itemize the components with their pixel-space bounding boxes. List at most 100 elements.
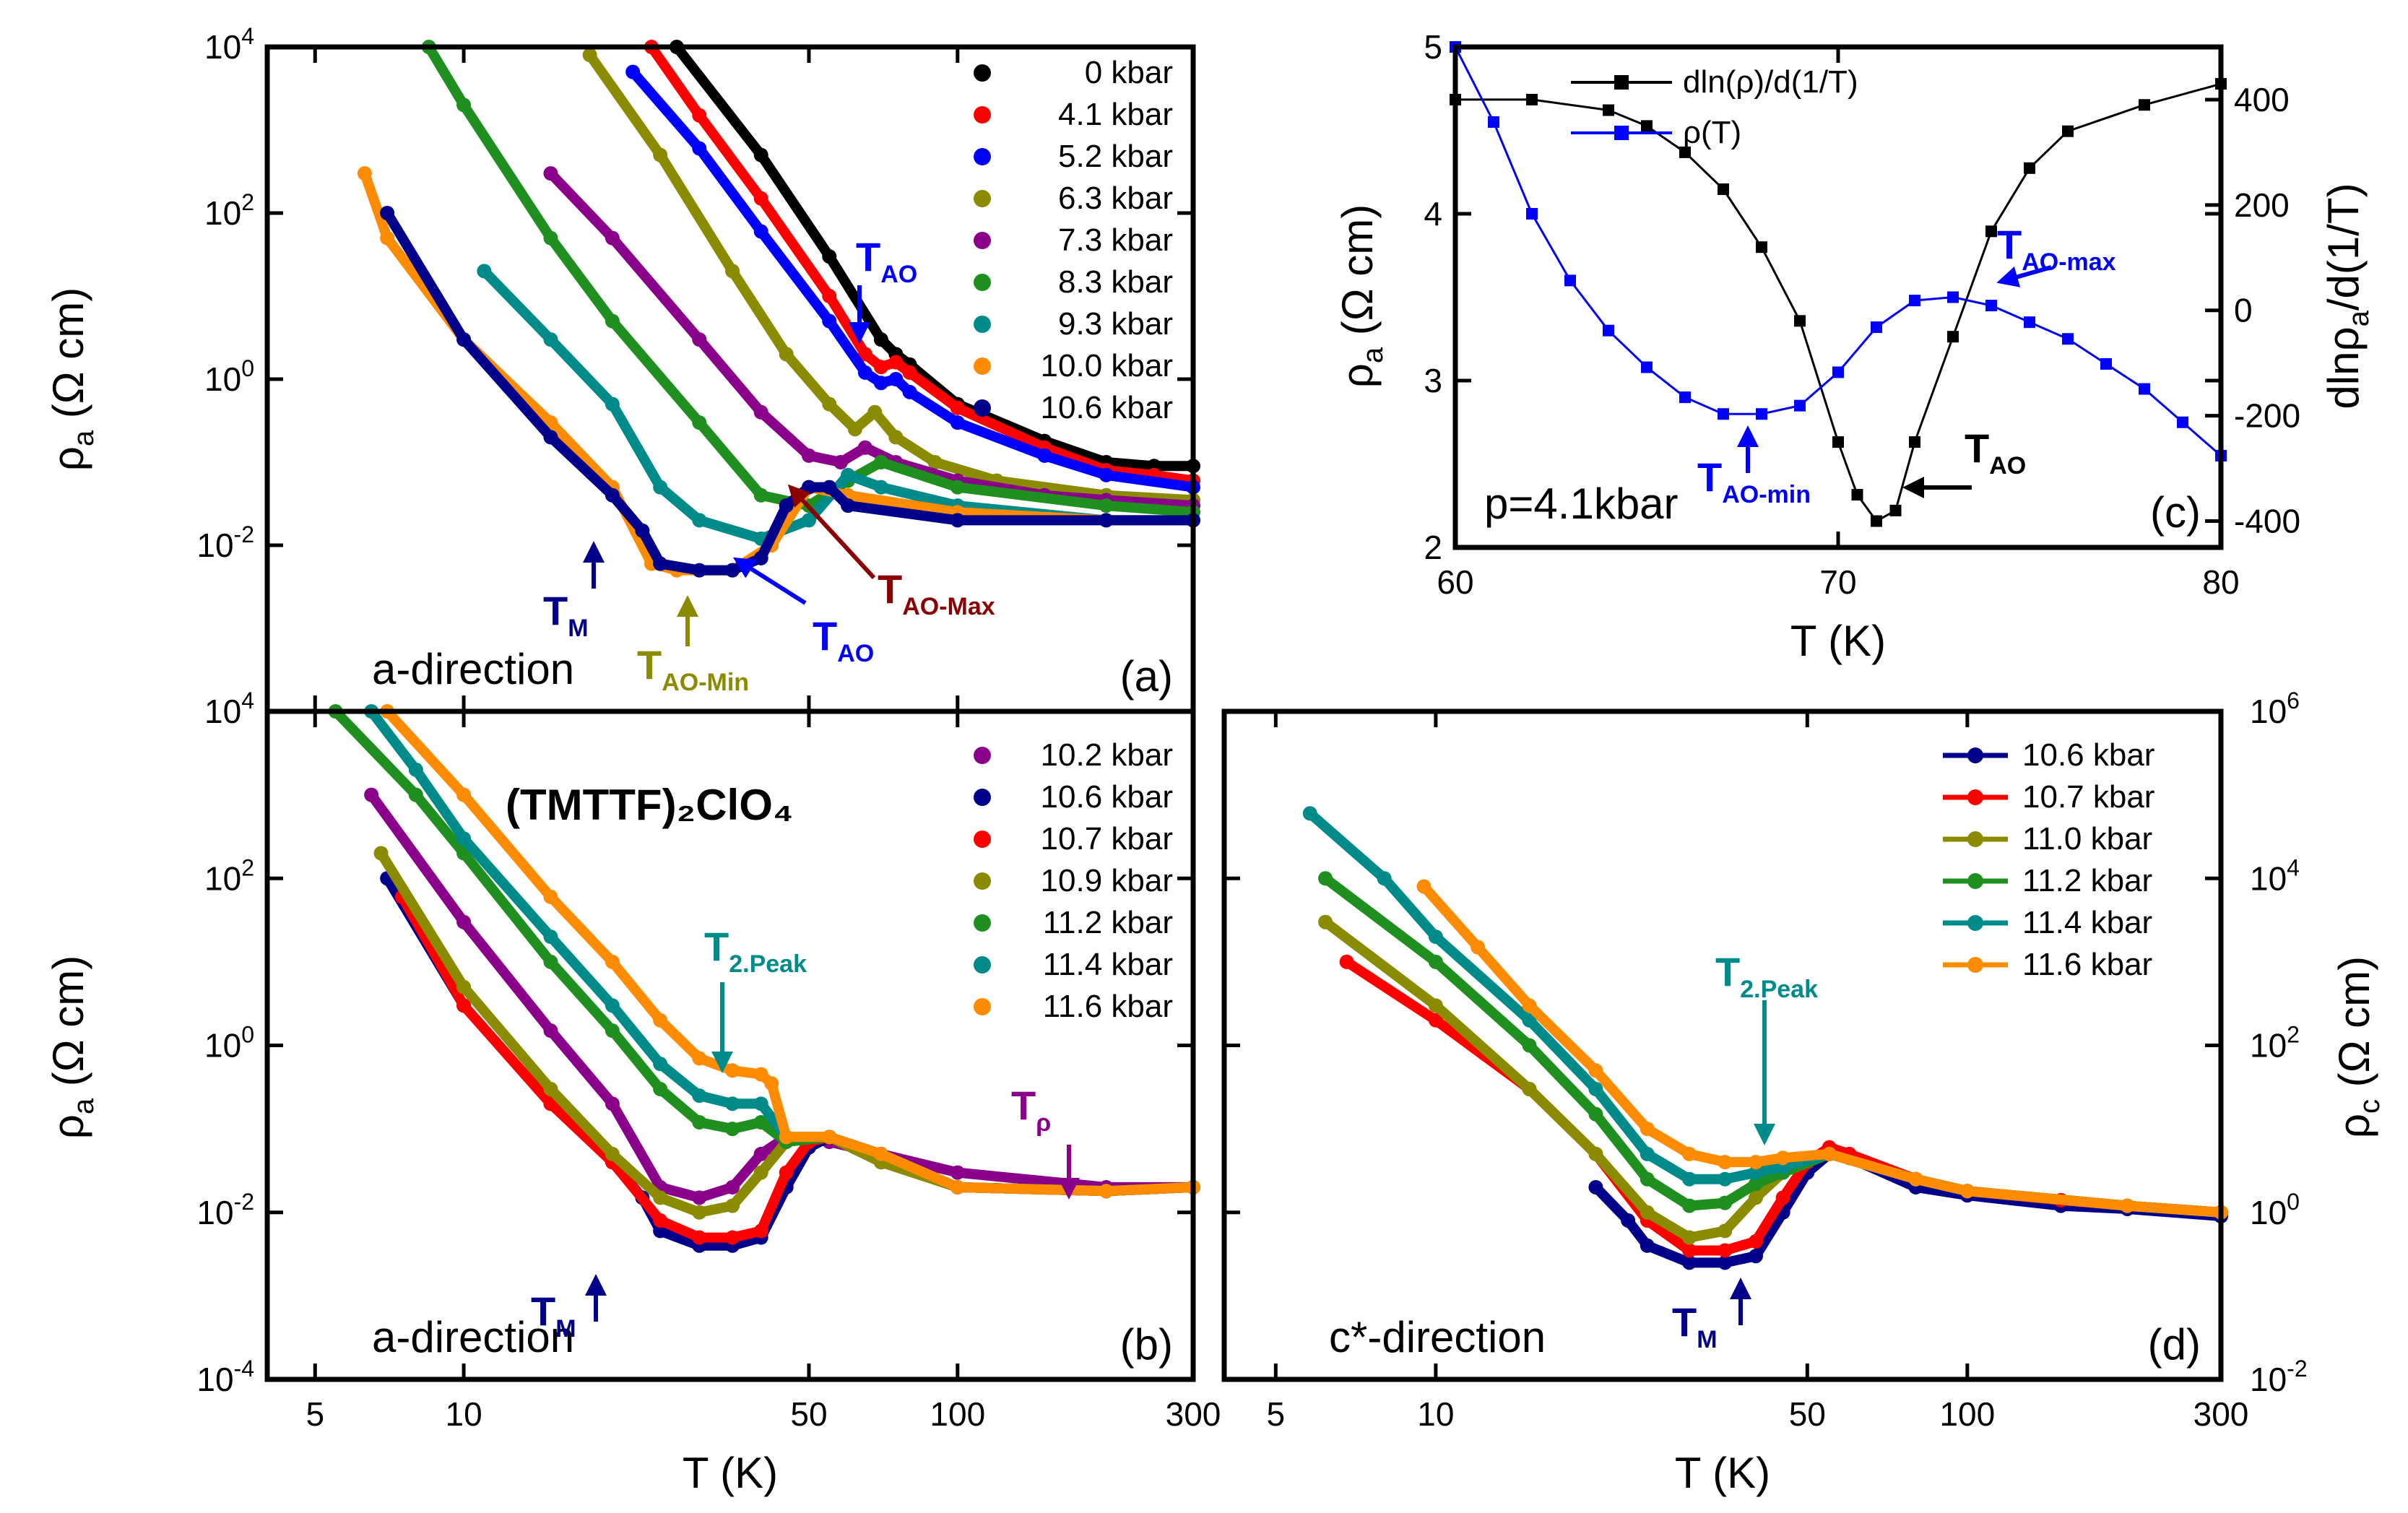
- data-point: [1522, 1081, 1537, 1096]
- data-point: [1682, 1198, 1697, 1213]
- legend-label: 11.6 kbar: [2022, 947, 2152, 982]
- data-point: [1748, 1190, 1763, 1205]
- data-point: [653, 1081, 668, 1096]
- x-tick-label: 100: [1939, 1395, 1995, 1433]
- data-point: [888, 372, 904, 386]
- y-tick-label: 102: [204, 854, 254, 897]
- direction-label: a-direction: [372, 1313, 574, 1361]
- annotation-label: TAO-Max: [878, 566, 995, 620]
- x-tick-label: 50: [1789, 1395, 1826, 1433]
- data-point: [456, 332, 472, 347]
- data-point: [1339, 954, 1354, 969]
- data-point: [753, 1223, 768, 1239]
- data-point: [857, 440, 872, 455]
- legend-marker: [974, 64, 991, 82]
- x-tick-label: 5: [1267, 1395, 1286, 1433]
- data-point: [1037, 448, 1052, 463]
- x-tick-label: 5: [306, 1395, 324, 1433]
- y-tick-label: 106: [2250, 688, 2300, 730]
- direction-label: c*-direction: [1329, 1313, 1546, 1361]
- x-tick-label: 10: [445, 1395, 482, 1433]
- data-point: [801, 448, 816, 463]
- data-point: [2100, 357, 2112, 370]
- data-point: [1985, 300, 1997, 312]
- data-point: [1748, 1176, 1763, 1192]
- legend-label: 10.7 kbar: [2022, 779, 2154, 815]
- data-point: [1832, 436, 1844, 448]
- data-point: [692, 1051, 707, 1066]
- data-point: [692, 1088, 707, 1104]
- panel-letter: (c): [2150, 488, 2201, 537]
- x-axis-label: T (K): [1790, 617, 1886, 665]
- data-point: [1718, 183, 1729, 195]
- data-point: [2062, 125, 2074, 137]
- data-point: [692, 141, 707, 156]
- data-point: [2120, 1198, 2135, 1213]
- data-point: [1794, 399, 1806, 412]
- data-point: [950, 480, 965, 495]
- data-point: [692, 1190, 707, 1205]
- data-point: [1640, 1146, 1655, 1161]
- data-point: [582, 48, 597, 63]
- y-tick-label: 104: [204, 688, 254, 730]
- legend-label: 6.3 kbar: [1058, 181, 1173, 216]
- data-point: [1832, 366, 1844, 378]
- y-tick-label: 102: [204, 189, 254, 232]
- data-point: [380, 230, 395, 246]
- data-point: [857, 365, 872, 380]
- data-point: [373, 846, 389, 861]
- legend-label: 11.6 kbar: [1043, 989, 1173, 1024]
- data-point: [725, 1096, 740, 1111]
- data-point: [822, 313, 837, 329]
- data-point: [725, 563, 740, 578]
- data-point: [1682, 1255, 1697, 1270]
- legend-marker: [1614, 126, 1629, 140]
- y2-tick-label: 200: [2234, 186, 2290, 224]
- data-point: [873, 332, 888, 347]
- data-point: [1428, 929, 1443, 945]
- compound-label: (TMTTF)₂ClO₄: [506, 781, 793, 829]
- legend-label: 10.7 kbar: [1041, 821, 1173, 857]
- legend-label: 11.4 kbar: [2022, 905, 2152, 940]
- data-point: [1471, 940, 1486, 955]
- annotation-label: TAO-max: [1997, 222, 2116, 276]
- data-point: [822, 396, 837, 412]
- data-point: [1775, 1190, 1790, 1205]
- data-point: [2062, 333, 2074, 345]
- data-point: [950, 513, 965, 528]
- legend-marker: [974, 747, 991, 764]
- data-point: [1959, 1184, 1975, 1199]
- data-point: [1679, 391, 1691, 404]
- data-point: [822, 1130, 837, 1145]
- legend-label: 10.0 kbar: [1041, 348, 1173, 383]
- legend-label: 7.3 kbar: [1058, 222, 1173, 258]
- data-point: [1099, 498, 1114, 513]
- y-tick-label: 10-4: [196, 1356, 254, 1398]
- x-tick-label: 300: [1166, 1395, 1221, 1433]
- data-point: [1718, 1223, 1733, 1239]
- legend-marker: [1967, 873, 1983, 889]
- data-point: [380, 206, 395, 220]
- data-point: [635, 523, 650, 538]
- panel-c: 60 70 80 2 3 4 5 -400 -200 0 200 400 (c) p=4.1kbar ρa …: [1333, 28, 2375, 665]
- annotation-label: TM: [543, 588, 589, 642]
- data-point: [1682, 1243, 1697, 1258]
- data-point: [653, 1057, 668, 1072]
- data-point: [1718, 1171, 1733, 1187]
- data-point: [1756, 241, 1767, 253]
- data-point: [1947, 291, 1959, 303]
- data-point: [725, 1230, 740, 1245]
- data-point: [779, 347, 794, 362]
- data-point: [873, 360, 888, 375]
- legend-marker: [1967, 957, 1983, 973]
- legend-label: 5.2 kbar: [1058, 139, 1173, 174]
- data-point: [653, 147, 668, 162]
- data-point: [692, 1205, 707, 1220]
- data-point: [725, 1179, 740, 1195]
- data-point: [543, 889, 558, 904]
- data-point: [1985, 225, 1997, 238]
- data-point: [456, 914, 472, 929]
- y2-tick-label: 0: [2234, 292, 2253, 329]
- data-point: [692, 108, 707, 123]
